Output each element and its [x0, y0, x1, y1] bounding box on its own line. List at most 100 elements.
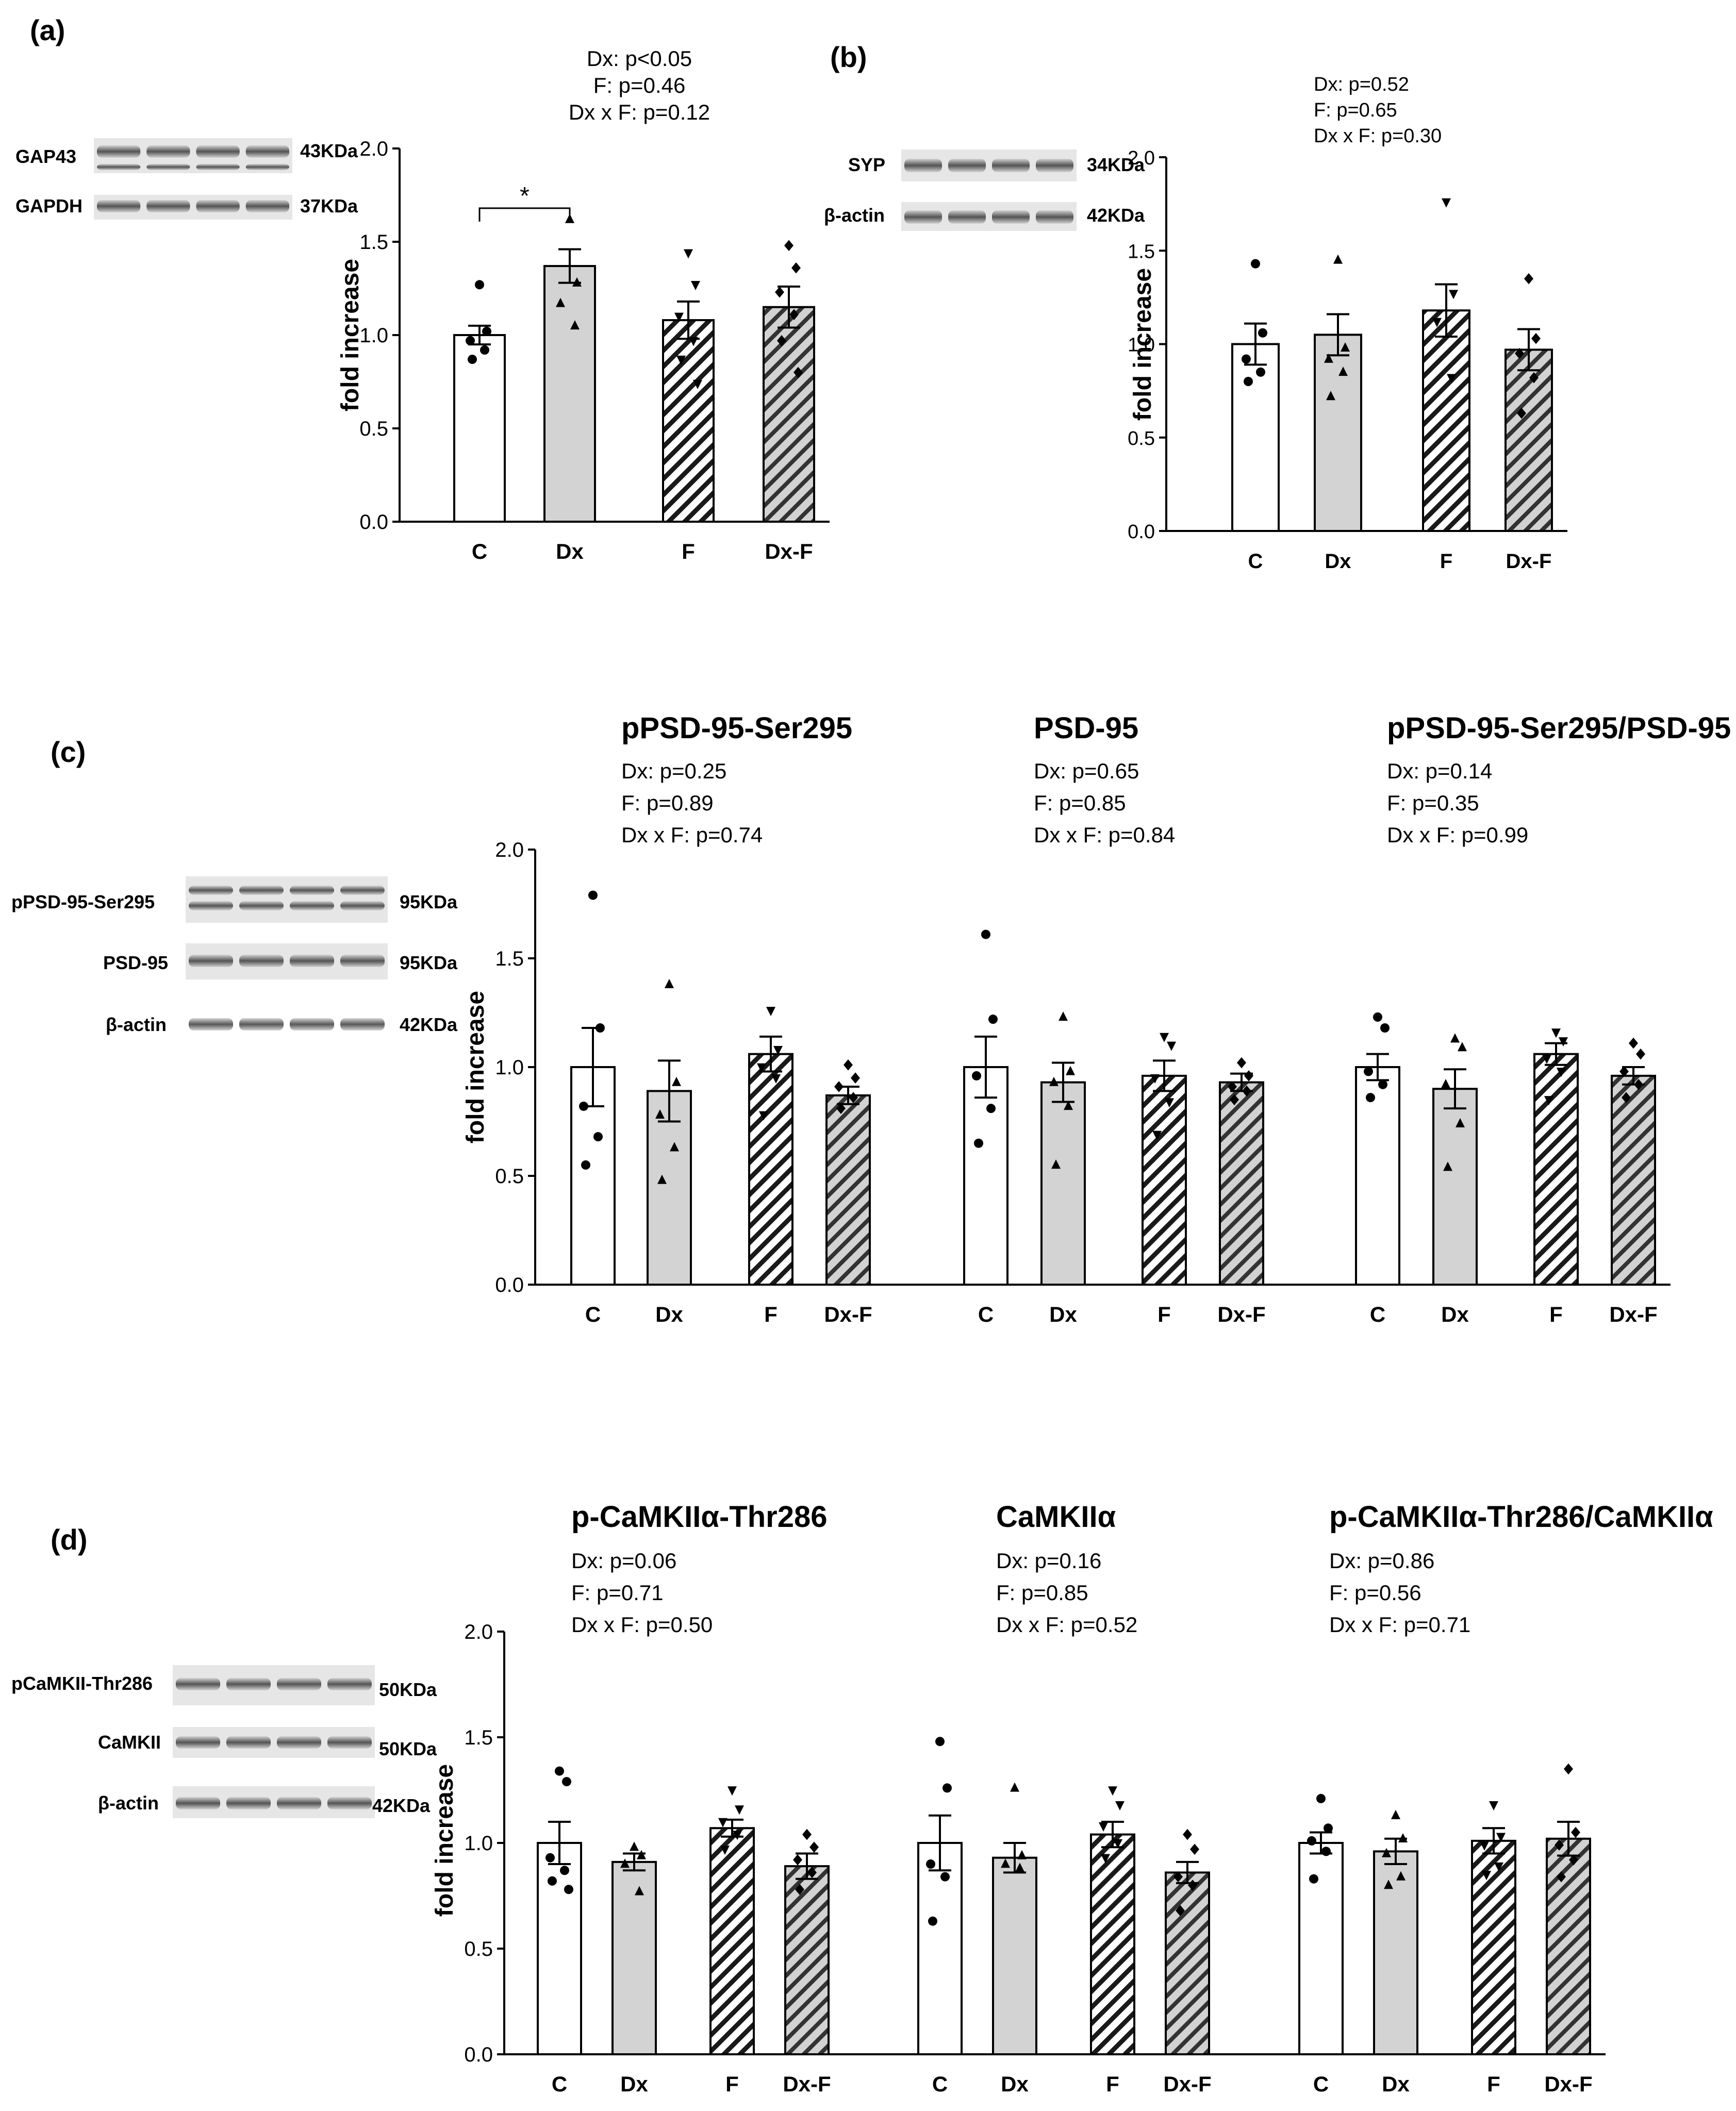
y-tick-label: 0.0: [359, 511, 388, 534]
data-point: [1366, 1093, 1375, 1103]
bar-C: [963, 1066, 1008, 1286]
western-blot-d: pCaMKII-Thr286 50KDa CaMKII 50KDa β-acti…: [11, 1665, 437, 1818]
blot-band: [277, 1678, 321, 1690]
blot-d-protein-1: pCaMKII-Thr286: [11, 1673, 153, 1694]
x-tick-label: F: [1440, 550, 1452, 573]
panel-c-title-1: pPSD-95-Ser295: [621, 711, 852, 745]
x-tick-label: F: [764, 1302, 778, 1326]
data-point: [1456, 1118, 1465, 1127]
data-point: [693, 379, 702, 389]
data-point: [1230, 1094, 1239, 1106]
significance-bracket: [478, 207, 571, 222]
bar-F: [709, 1827, 755, 2056]
data-point: [1326, 391, 1335, 401]
blot-band: [1036, 159, 1073, 172]
blot-band: [1036, 210, 1073, 224]
western-blot-c: pPSD-95-Ser295 95KDa PSD-95 95KDa β-acti…: [11, 876, 458, 1035]
y-axis-label: fold increase: [337, 259, 364, 411]
data-point: [657, 1174, 667, 1184]
panel-c-group-1-header: pPSD-95-Ser295 Dx: p=0.25 F: p=0.89 Dx x…: [621, 711, 852, 847]
blot-band: [290, 1018, 334, 1030]
blot-band: [340, 886, 385, 895]
data-point: [1324, 1823, 1333, 1833]
x-tick-label: Dx-F: [1163, 2072, 1211, 2096]
data-point: [1636, 1048, 1645, 1060]
panel-b-label: (b): [830, 41, 867, 73]
data-point: [581, 1160, 590, 1170]
blot-band: [176, 1678, 220, 1690]
chart-d: 0.0 0.5 1.0 1.5 2.0 fold increase C Dx F Dx-F C Dx F…: [431, 1621, 1606, 2096]
x-tick-label: Dx: [620, 2072, 648, 2096]
panel-d-g1-stat-dxf: Dx x F: p=0.50: [571, 1613, 713, 1637]
blot-band: [327, 1736, 372, 1749]
x-tick-label: Dx-F: [1217, 1302, 1265, 1326]
panel-d-group-1-header: p-CaMKIIα-Thr286 Dx: p=0.06 F: p=0.71 Dx…: [571, 1500, 827, 1637]
data-point: [793, 367, 803, 378]
bar-F: [662, 319, 715, 523]
data-point: [940, 1872, 950, 1882]
bar-Dx-F: [763, 306, 815, 523]
bar-F: [1422, 309, 1470, 532]
data-point: [1564, 1763, 1573, 1775]
panel-b-stat-dxf: Dx x F: p=0.30: [1314, 125, 1442, 147]
data-point: [1244, 1070, 1253, 1082]
bar-Dx-F: [1611, 1074, 1656, 1286]
panel-d-g3-stat-dx: Dx: p=0.86: [1329, 1549, 1434, 1573]
blot-d-protein-3: β-actin: [98, 1792, 159, 1814]
data-point: [1190, 1843, 1199, 1855]
data-point: [1316, 1793, 1326, 1803]
significance-star: *: [520, 182, 530, 210]
data-point: [468, 355, 477, 364]
data-point: [1622, 1092, 1631, 1103]
panel-c-g1-stat-f: F: p=0.89: [621, 791, 714, 815]
panel-d-title-1: p-CaMKIIα-Thr286: [571, 1500, 827, 1534]
data-point: [1242, 1085, 1251, 1097]
bar-Dx-F: [1165, 1871, 1210, 2055]
blot-band: [176, 1736, 220, 1749]
data-point: [555, 1766, 564, 1776]
panel-c-g2-stat-dx: Dx: p=0.65: [1034, 759, 1139, 783]
blot-b-protein-2: β-actin: [824, 205, 885, 226]
data-point: [1237, 1057, 1246, 1069]
data-point: [1108, 1786, 1117, 1796]
bar-F: [1090, 1833, 1135, 2056]
data-point: [564, 1885, 573, 1894]
data-point: [757, 1063, 766, 1073]
blot-band: [290, 886, 334, 895]
data-point: [789, 309, 799, 320]
bar-Dx: [647, 1090, 692, 1286]
y-tick-label: 0.5: [464, 1938, 493, 1960]
data-point: [766, 1007, 775, 1017]
blot-band: [226, 1797, 271, 1809]
x-tick-label: F: [682, 539, 695, 563]
blot-b-protein-1: SYP: [848, 154, 885, 175]
x-tick-label: C: [978, 1302, 994, 1326]
y-axis-label: fold increase: [1129, 268, 1156, 421]
data-point: [637, 1850, 646, 1859]
panel-a-stats: Dx: p<0.05 F: p=0.46 Dx x F: p=0.12: [569, 46, 710, 124]
panel-d-g2-stat-dxf: Dx x F: p=0.52: [996, 1613, 1137, 1637]
blot-c-strip-1: [186, 876, 388, 923]
x-tick-label: Dx: [655, 1302, 683, 1326]
data-point: [1242, 354, 1251, 364]
data-point: [1066, 1066, 1075, 1075]
x-tick-label: C: [932, 2072, 948, 2096]
data-point: [1544, 1096, 1553, 1106]
blot-band: [948, 159, 986, 172]
data-point: [1542, 1054, 1551, 1064]
data-point: [1059, 1011, 1068, 1021]
blot-band: [97, 200, 141, 212]
data-point: [1176, 1905, 1185, 1916]
data-point: [928, 1916, 937, 1926]
data-point: [1256, 367, 1265, 377]
data-point: [1188, 1880, 1197, 1891]
data-point: [655, 1109, 665, 1119]
blot-band: [226, 1736, 271, 1749]
data-point: [1382, 1848, 1391, 1857]
blot-band: [992, 159, 1030, 172]
data-point: [986, 1104, 996, 1113]
data-point: [1010, 1782, 1019, 1792]
y-tick-label: 1.5: [359, 231, 388, 254]
blot-c-protein-2: PSD-95: [103, 952, 168, 973]
bar-C: [1231, 343, 1280, 532]
